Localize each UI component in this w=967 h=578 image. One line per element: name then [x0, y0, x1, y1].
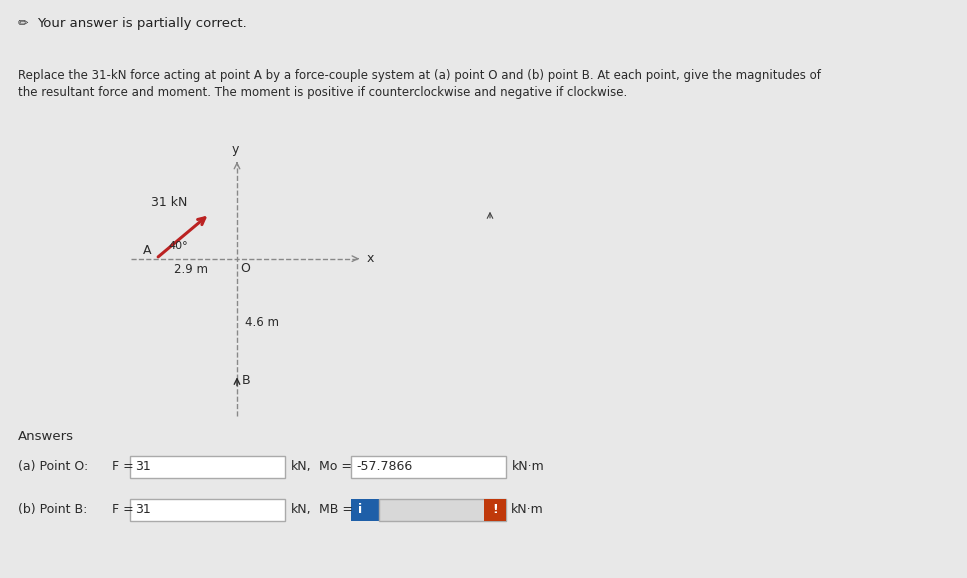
- Text: kN,: kN,: [291, 503, 311, 516]
- Text: kN·m: kN·m: [512, 460, 544, 473]
- Text: Answers: Answers: [18, 430, 74, 443]
- Text: -57.7866: -57.7866: [356, 460, 412, 473]
- Text: y: y: [232, 143, 240, 156]
- Text: 31 kN: 31 kN: [151, 196, 188, 209]
- Text: (a) Point O:: (a) Point O:: [18, 460, 88, 473]
- Bar: [130, 456, 285, 478]
- Text: the resultant force and moment. The moment is positive if counterclockwise and n: the resultant force and moment. The mome…: [18, 86, 628, 99]
- Bar: [379, 499, 506, 521]
- Text: Mo =: Mo =: [319, 460, 352, 473]
- Text: O: O: [240, 262, 249, 275]
- Text: 4.6 m: 4.6 m: [245, 316, 279, 329]
- Text: ✏: ✏: [17, 17, 28, 30]
- Text: (b) Point B:: (b) Point B:: [18, 503, 87, 516]
- Text: kN·m: kN·m: [511, 503, 543, 516]
- Text: 40°: 40°: [168, 240, 188, 251]
- Text: i: i: [358, 503, 362, 516]
- Text: !: !: [492, 503, 498, 516]
- Bar: [130, 499, 285, 521]
- Text: 31: 31: [135, 503, 151, 516]
- Bar: [351, 499, 379, 521]
- Text: Replace the 31-kN force acting at point A by a force-couple system at (a) point : Replace the 31-kN force acting at point …: [18, 69, 821, 82]
- Text: B: B: [242, 375, 250, 387]
- Bar: [484, 499, 506, 521]
- Text: 31: 31: [135, 460, 151, 473]
- Text: A: A: [143, 244, 152, 257]
- Text: MB =: MB =: [319, 503, 353, 516]
- Text: F =: F =: [112, 503, 133, 516]
- Text: x: x: [367, 251, 374, 265]
- Bar: [351, 456, 506, 478]
- Text: 2.9 m: 2.9 m: [174, 262, 208, 276]
- Text: kN,: kN,: [291, 460, 311, 473]
- Text: F =: F =: [112, 460, 133, 473]
- Text: Your answer is partially correct.: Your answer is partially correct.: [37, 17, 247, 30]
